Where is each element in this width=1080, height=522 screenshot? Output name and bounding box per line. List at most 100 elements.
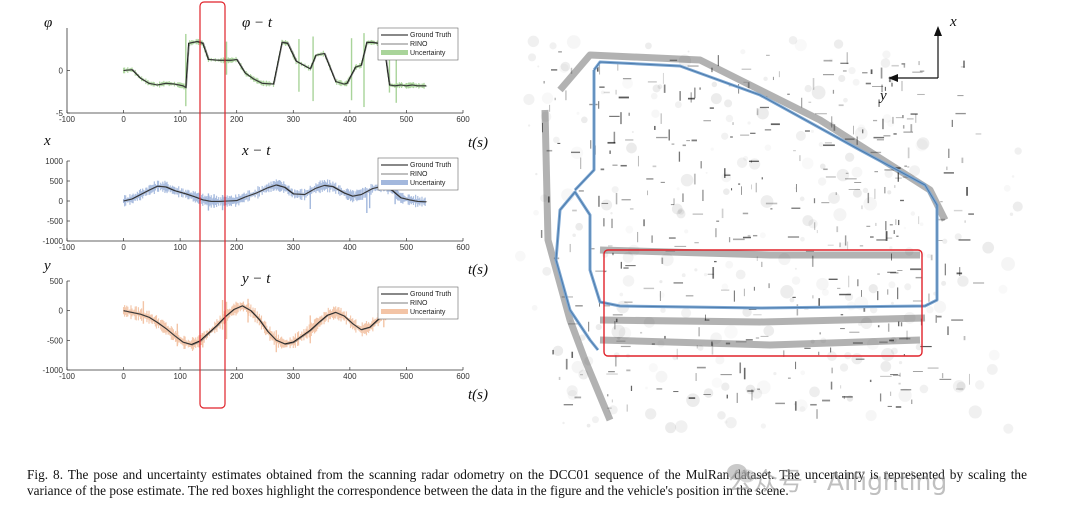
map-scan-speckle (844, 152, 855, 162)
map-scan-speckle (818, 177, 826, 185)
map-scan-speckle (725, 114, 734, 123)
map-scan-speckle (710, 93, 722, 105)
map-scan-speckle (613, 352, 620, 359)
map-scan-speckle (773, 372, 777, 376)
map-scan-speckle (677, 187, 680, 190)
map-scan-speckle (712, 377, 723, 388)
map-scan-speckle (535, 172, 538, 176)
legend-uncertainty-swatch (381, 50, 408, 55)
map-scan-speckle (780, 284, 794, 299)
x-axis-label: t(s) (468, 387, 488, 403)
map-scan-speckle (610, 212, 613, 215)
map-scan-speckle (916, 137, 930, 150)
map-scan-speckle (608, 405, 618, 415)
x-tick-label: 600 (456, 243, 470, 252)
map-scan-speckle (866, 410, 877, 421)
map-scan-speckle (858, 322, 862, 326)
map-scan-speckle (810, 129, 814, 133)
y-tick-label: 1000 (45, 157, 63, 166)
map-scan-speckle (687, 50, 690, 53)
map-scan-speckle (724, 325, 738, 339)
legend-label: Ground Truth (410, 32, 451, 39)
map-scan-speckle (941, 280, 947, 286)
x-tick-label: 600 (456, 372, 470, 381)
map-scan-speckle (652, 84, 661, 93)
map-scan-speckle (751, 388, 763, 399)
map-scan-speckle (749, 158, 761, 170)
map-scan-speckle (686, 393, 700, 407)
frame-y-label: y (878, 88, 887, 104)
legend-uncertainty-swatch (381, 180, 408, 185)
y-tick-label: 500 (50, 277, 64, 286)
map-scan-speckle (622, 78, 633, 89)
map-scan-speckle (794, 267, 797, 270)
map-scan-speckle (765, 144, 772, 151)
x-tick-label: 0 (121, 243, 126, 252)
map-scan-speckle (926, 253, 932, 259)
map-scan-speckle (957, 275, 969, 287)
map-scan-speckle (595, 324, 602, 331)
map-scan-speckle (810, 339, 815, 344)
x-tick-label: 500 (400, 372, 414, 381)
map-scan-speckle (982, 241, 995, 254)
time-highlight-box (199, 1, 226, 409)
map-scan-speckle (722, 283, 729, 290)
map-scan-speckle (1009, 212, 1014, 216)
map-scan-speckle (795, 39, 807, 51)
map-scan-speckle (540, 111, 552, 122)
map-scan-speckle (811, 85, 826, 100)
x-tick-label: 200 (230, 372, 244, 381)
map-scan-speckle (711, 81, 718, 88)
map-scan-speckle (660, 253, 674, 267)
chart-title: y − t (240, 271, 271, 287)
map-scan-speckle (622, 251, 634, 263)
map-scan-speckle (852, 78, 860, 86)
figure-caption: Fig. 8. The pose and uncertainty estimat… (27, 467, 1027, 498)
x-tick-label: 400 (343, 115, 357, 124)
map-scan-speckle (684, 229, 688, 233)
map-scan-speckle (532, 305, 538, 311)
map-scan-speckle (571, 360, 585, 374)
map-scan-speckle (725, 417, 737, 429)
map-scan-speckle (527, 35, 540, 48)
map-scan-speckle (723, 188, 730, 195)
map-scan-speckle (808, 219, 818, 229)
map-highlight-box (603, 249, 923, 357)
map-structure (599, 246, 920, 259)
map-scan-speckle (674, 101, 682, 109)
y-tick-label: -500 (47, 336, 64, 345)
map-scan-speckle (756, 107, 769, 120)
map-scan-speckle (600, 90, 605, 95)
legend-label: RINO (410, 41, 428, 48)
map-scan-speckle (711, 147, 714, 150)
map-scan-speckle (998, 285, 1007, 294)
map-scan-speckle (671, 203, 683, 215)
map-scan-speckle (934, 301, 946, 313)
map-scan-speckle (882, 50, 890, 58)
map-scan-speckle (625, 226, 633, 234)
y-tick-label: -1000 (43, 237, 64, 246)
map-scan-speckle (540, 194, 548, 203)
map-scan-speckle (537, 65, 540, 68)
y-axis-label: x (43, 133, 51, 149)
map-scan-speckle (986, 363, 998, 375)
map-scan-speckle (626, 142, 637, 154)
map-scan-speckle (942, 238, 948, 244)
map-scan-speckle (617, 336, 621, 340)
map-scan-speckle (848, 66, 856, 75)
map-scan-speckle (724, 99, 733, 108)
watermark-logo-icon (727, 464, 755, 483)
map-scan-speckle (721, 382, 730, 391)
map-scan-speckle (836, 168, 850, 182)
map-scan-speckle (760, 232, 766, 238)
map-scan-speckle (645, 408, 657, 420)
map-scan-speckle (645, 387, 648, 390)
frame-y-arrow-icon (888, 74, 898, 82)
y-axis-label: φ (44, 15, 52, 31)
map-scan-speckle (909, 165, 921, 177)
map-scan-speckle (778, 252, 791, 266)
x-tick-label: 300 (287, 115, 301, 124)
map-scan-speckle (651, 109, 660, 118)
watermark-text: 公众号 · AIfighting (728, 467, 948, 496)
map-scan-speckle (542, 266, 552, 276)
